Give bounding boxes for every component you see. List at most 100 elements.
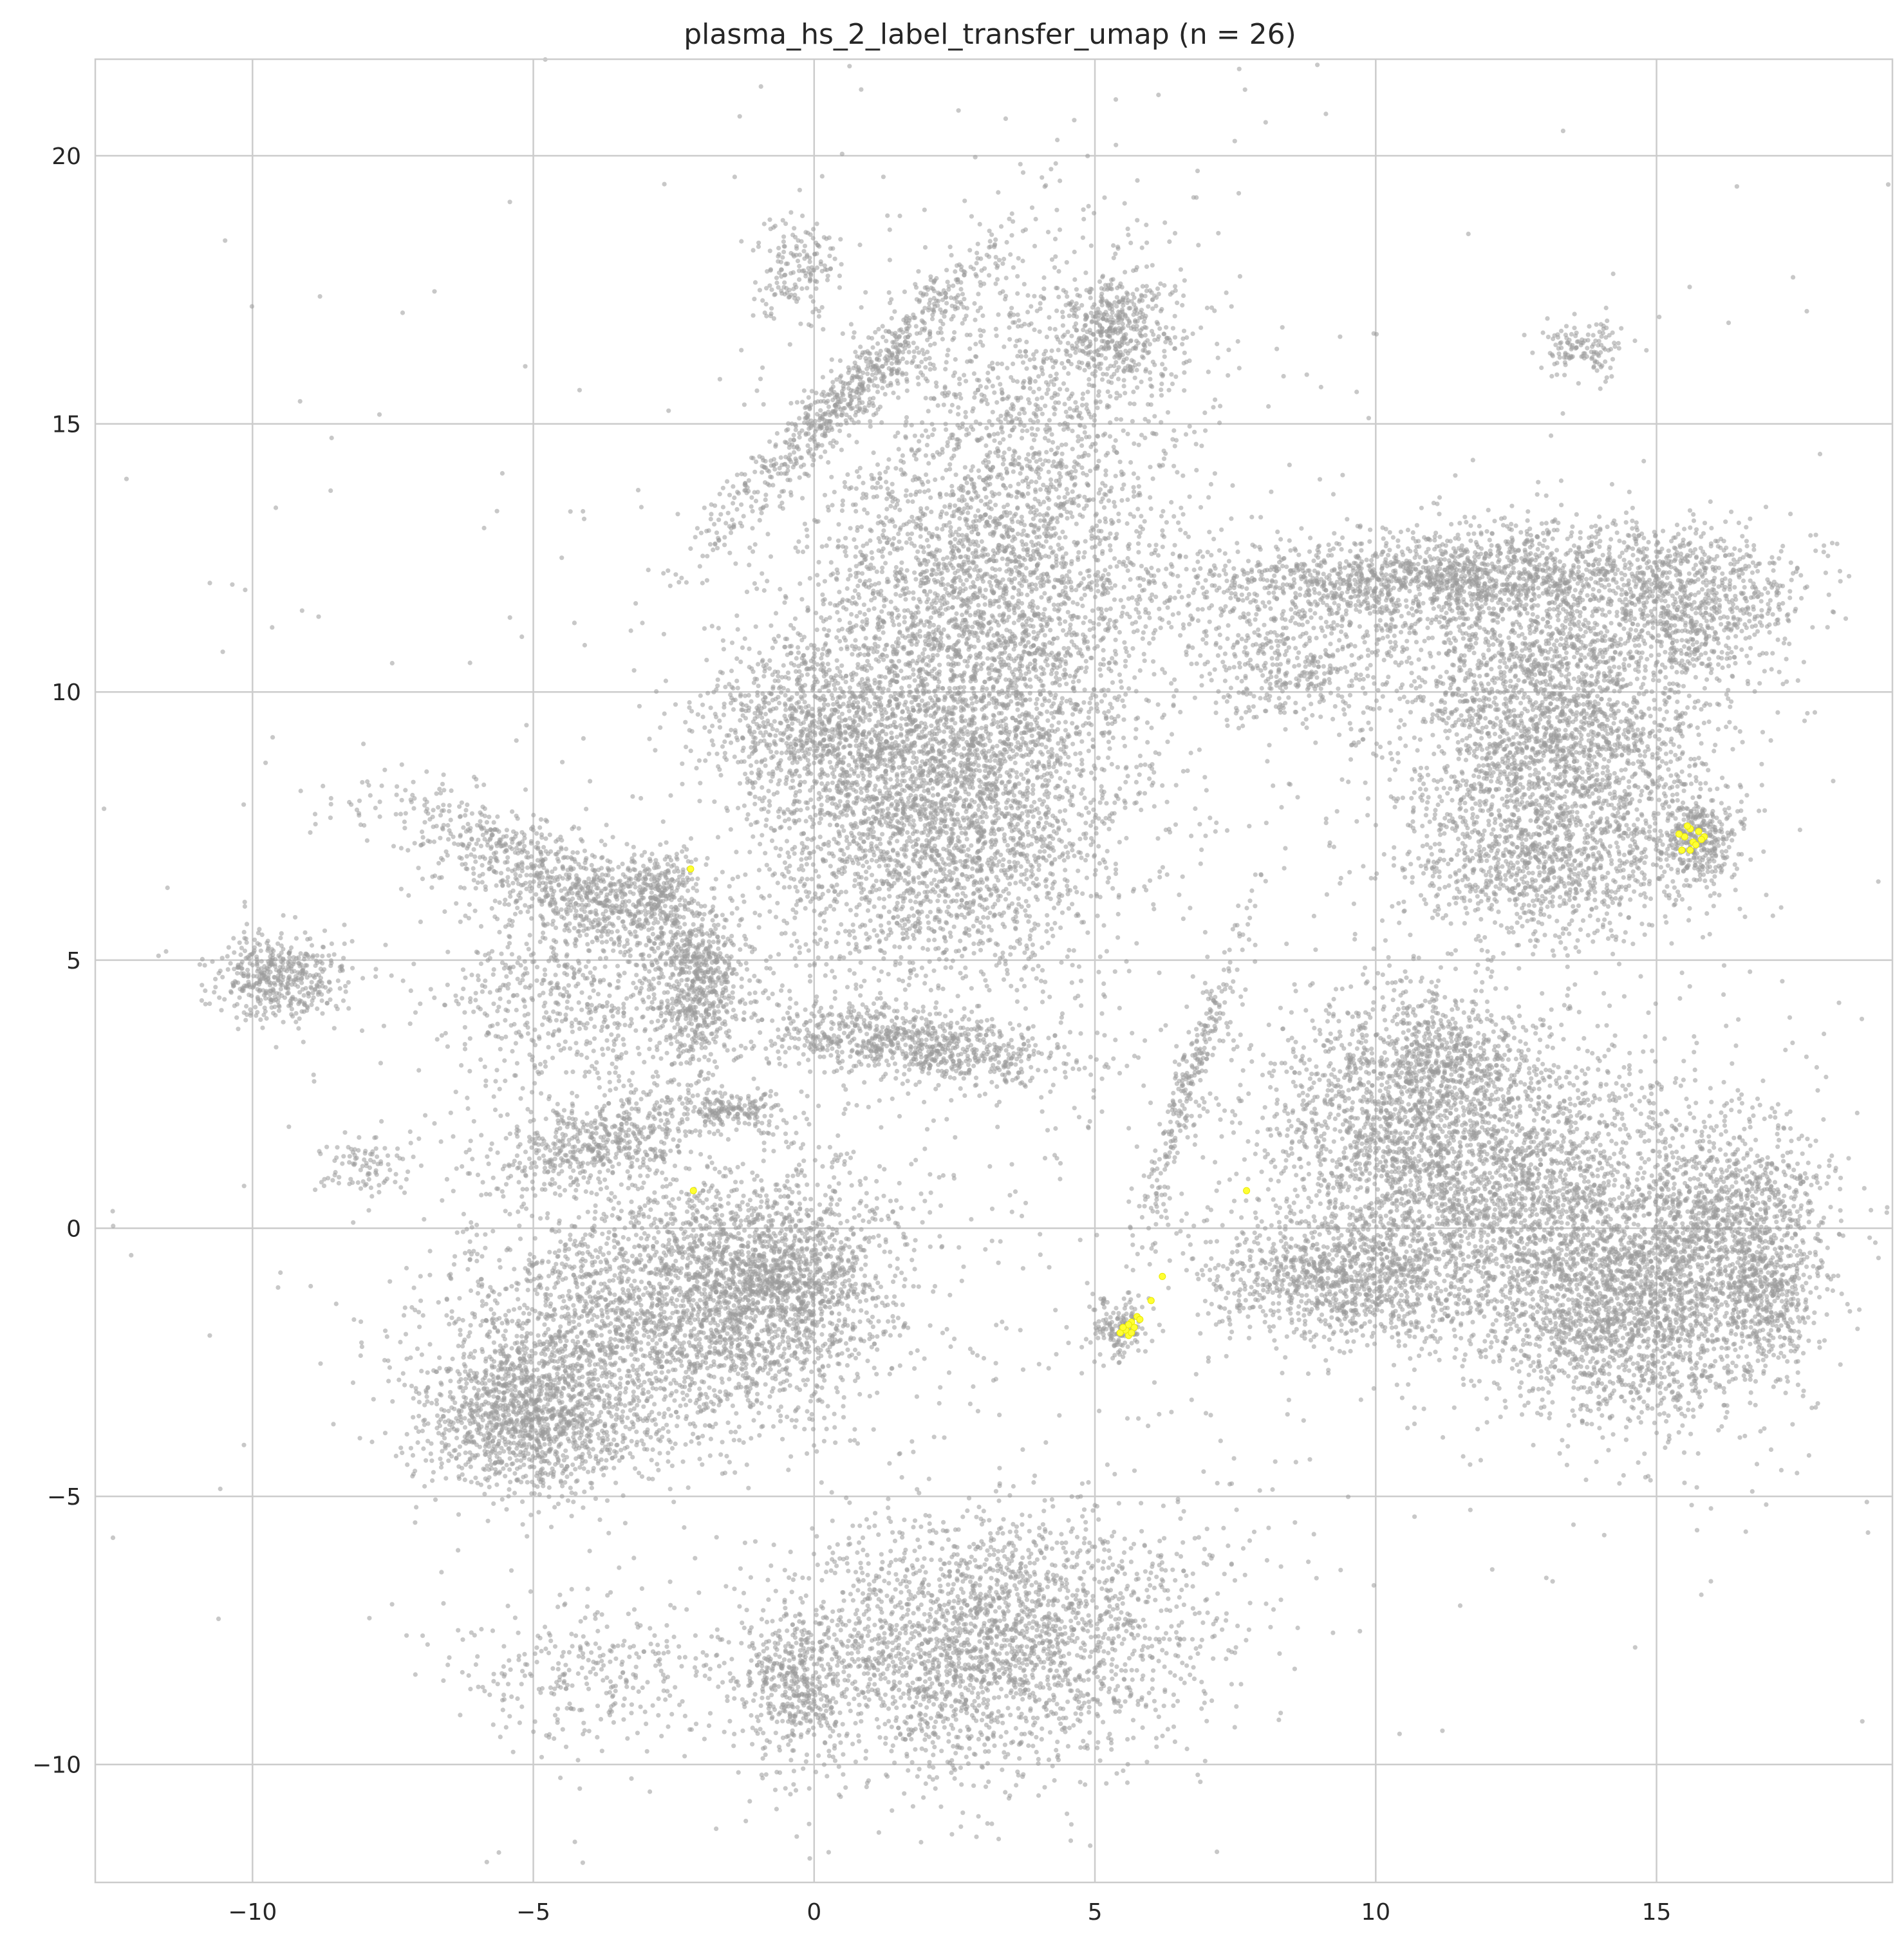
background-point bbox=[859, 790, 863, 795]
background-point bbox=[1173, 543, 1177, 548]
background-point bbox=[1047, 617, 1052, 622]
background-point bbox=[1053, 1126, 1058, 1131]
background-point bbox=[761, 896, 766, 900]
background-point bbox=[998, 382, 1002, 387]
background-point bbox=[862, 602, 866, 607]
background-point bbox=[1050, 723, 1054, 728]
background-point bbox=[1083, 669, 1088, 674]
background-point bbox=[1007, 337, 1012, 342]
background-point bbox=[823, 973, 828, 978]
background-point bbox=[1114, 626, 1118, 630]
background-point bbox=[1077, 494, 1081, 498]
background-point bbox=[964, 578, 969, 582]
background-point bbox=[849, 485, 854, 490]
background-point bbox=[736, 875, 740, 879]
background-point bbox=[829, 475, 834, 479]
background-point bbox=[869, 583, 873, 588]
background-point bbox=[983, 502, 987, 506]
background-point bbox=[987, 1164, 992, 1169]
background-point bbox=[1024, 340, 1029, 344]
background-point bbox=[1122, 704, 1126, 709]
background-point bbox=[931, 455, 936, 460]
background-point bbox=[937, 648, 941, 653]
background-point bbox=[853, 600, 857, 605]
background-point bbox=[946, 582, 950, 587]
background-point bbox=[1063, 662, 1068, 666]
background-point bbox=[940, 391, 944, 396]
background-point bbox=[1171, 694, 1176, 698]
background-point bbox=[1023, 354, 1028, 358]
background-point bbox=[867, 578, 872, 582]
background-point bbox=[1081, 207, 1086, 212]
background-point bbox=[1031, 390, 1036, 395]
background-point bbox=[1118, 460, 1123, 464]
background-point bbox=[866, 608, 871, 612]
background-point bbox=[1065, 651, 1070, 655]
background-point bbox=[821, 375, 825, 380]
background-point bbox=[950, 436, 955, 440]
background-point bbox=[972, 951, 976, 956]
background-point bbox=[1015, 707, 1020, 712]
background-point bbox=[1059, 514, 1063, 518]
background-point bbox=[1008, 484, 1013, 488]
background-point bbox=[1092, 423, 1096, 427]
background-point bbox=[1068, 406, 1072, 411]
background-point bbox=[1011, 362, 1015, 366]
background-point bbox=[903, 434, 908, 439]
background-point bbox=[916, 735, 920, 739]
background-point bbox=[1024, 533, 1029, 537]
background-point bbox=[1108, 548, 1113, 552]
background-point bbox=[815, 627, 819, 632]
background-point bbox=[957, 639, 961, 644]
background-point bbox=[1188, 494, 1192, 499]
background-point bbox=[1152, 907, 1156, 911]
background-point bbox=[967, 346, 972, 351]
background-point bbox=[1052, 602, 1056, 607]
background-point bbox=[1034, 414, 1038, 419]
background-point bbox=[1103, 356, 1108, 360]
background-point bbox=[1081, 236, 1085, 240]
background-point bbox=[816, 942, 820, 946]
background-point bbox=[1022, 282, 1027, 286]
background-point bbox=[1073, 469, 1078, 473]
background-point bbox=[1014, 339, 1019, 343]
background-point bbox=[1110, 680, 1115, 685]
background-point bbox=[919, 1191, 923, 1196]
background-point bbox=[1069, 562, 1074, 566]
background-point bbox=[924, 569, 929, 573]
background-point bbox=[911, 667, 915, 672]
background-point bbox=[868, 918, 873, 923]
background-point bbox=[1162, 671, 1167, 675]
background-point bbox=[898, 593, 902, 598]
background-point bbox=[976, 808, 981, 812]
background-point bbox=[841, 331, 845, 336]
background-point bbox=[1057, 471, 1061, 476]
background-point bbox=[1041, 499, 1046, 504]
background-point bbox=[872, 606, 877, 611]
background-point bbox=[1018, 642, 1023, 646]
background-point bbox=[1092, 687, 1096, 692]
background-point bbox=[1111, 243, 1115, 248]
background-point bbox=[1072, 501, 1076, 505]
background-point bbox=[1126, 227, 1130, 231]
background-point bbox=[887, 909, 891, 914]
background-point bbox=[1061, 381, 1066, 385]
background-point bbox=[878, 948, 882, 952]
background-point bbox=[834, 635, 839, 640]
background-point bbox=[888, 257, 892, 262]
background-point bbox=[1018, 692, 1023, 697]
background-point bbox=[976, 469, 981, 473]
background-point bbox=[854, 1103, 859, 1108]
background-point bbox=[1061, 628, 1065, 633]
background-point bbox=[1057, 483, 1061, 488]
background-point bbox=[1146, 699, 1151, 703]
background-point bbox=[862, 1080, 866, 1084]
background-point bbox=[966, 624, 970, 629]
background-point bbox=[942, 627, 946, 632]
background-point bbox=[971, 519, 976, 524]
background-point bbox=[785, 839, 789, 843]
background-point bbox=[996, 454, 1000, 458]
background-point bbox=[1119, 417, 1123, 422]
background-point bbox=[860, 561, 864, 565]
background-point bbox=[949, 662, 953, 667]
